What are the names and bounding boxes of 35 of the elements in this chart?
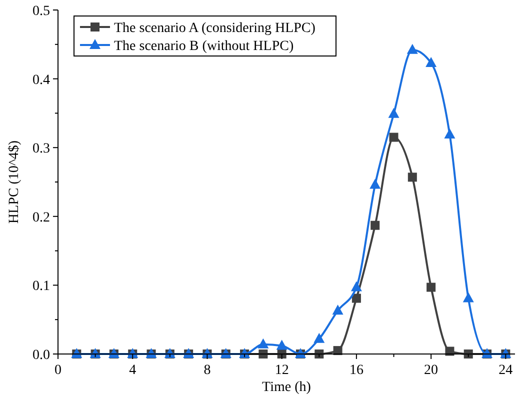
point xyxy=(350,281,362,292)
legend-label: The scenario A (considering HLPC) xyxy=(114,21,316,36)
point xyxy=(352,294,361,303)
y-tick-label: 0.2 xyxy=(32,210,50,226)
point xyxy=(370,220,380,230)
point xyxy=(444,128,456,139)
y-tick-label: 0.4 xyxy=(32,72,50,88)
x-tick-label: 12 xyxy=(274,363,289,378)
x-axis-title: Time (h) xyxy=(262,380,312,395)
point xyxy=(314,332,325,343)
legend-label: The scenario B (without HLPC) xyxy=(114,39,294,54)
point xyxy=(388,108,400,118)
y-tick-label: 0.1 xyxy=(32,279,50,294)
y-tick-label: 0.5 xyxy=(32,4,50,19)
x-tick-label: 20 xyxy=(424,363,438,378)
point xyxy=(276,340,288,350)
point xyxy=(462,292,474,302)
x-tick-label: 4 xyxy=(129,363,136,378)
y-tick-label: 0.3 xyxy=(32,142,50,157)
point xyxy=(314,350,324,358)
x-tick-label: 16 xyxy=(349,363,364,378)
point xyxy=(389,132,398,142)
point xyxy=(426,56,437,67)
y-axis-title: HLPC (10^4$) xyxy=(7,140,22,224)
point xyxy=(426,282,436,292)
point xyxy=(464,350,473,358)
point xyxy=(408,172,417,182)
point xyxy=(258,338,269,348)
point xyxy=(406,44,418,54)
point xyxy=(370,178,381,189)
x-tick-label: 0 xyxy=(54,363,62,378)
x-tick-label: 24 xyxy=(498,363,513,378)
point xyxy=(332,304,344,315)
y-tick-label: 0.0 xyxy=(32,348,50,363)
x-tick-label: 8 xyxy=(204,363,211,378)
